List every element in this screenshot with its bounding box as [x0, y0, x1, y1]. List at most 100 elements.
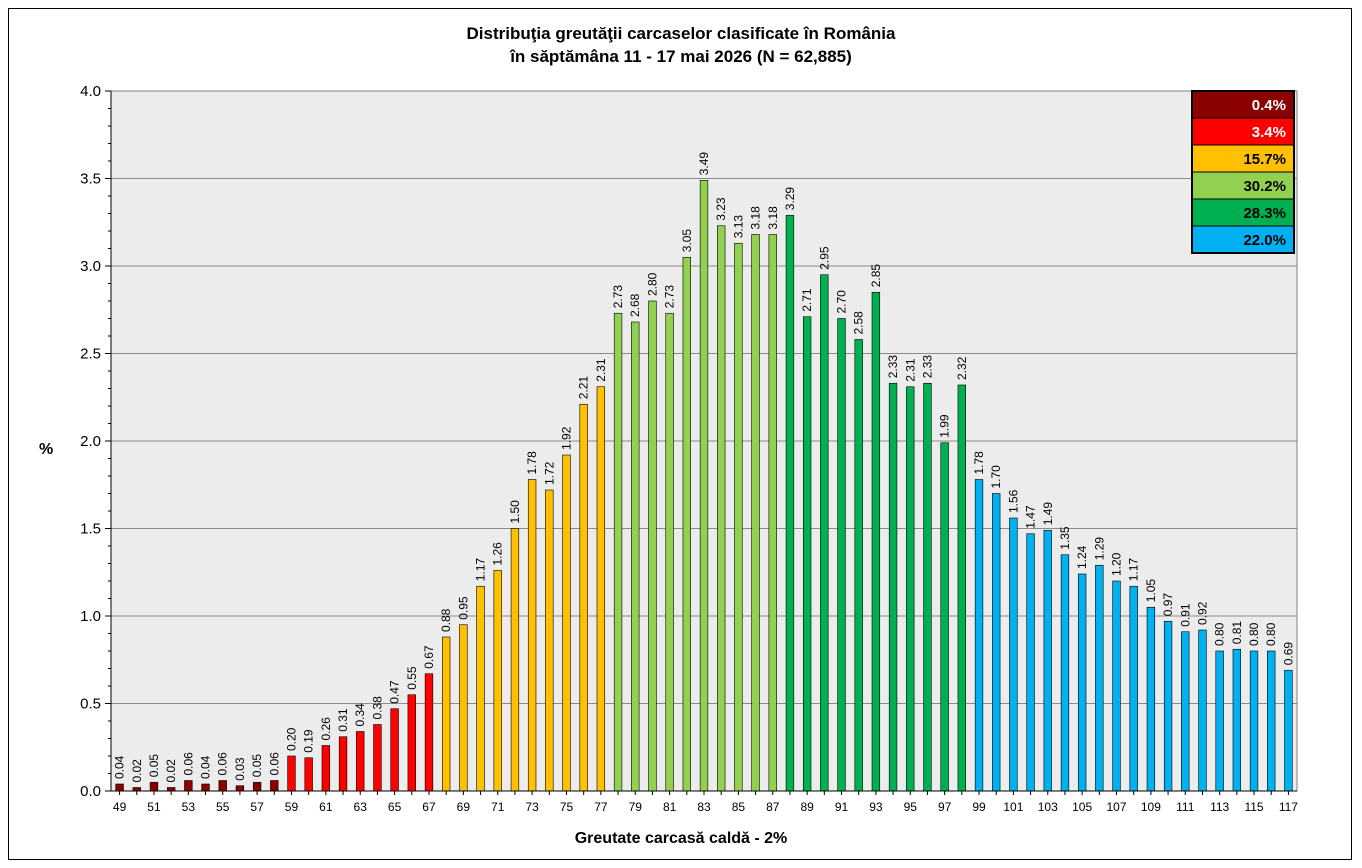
y-tick-label: 1.0 — [80, 608, 101, 625]
value-label: 2.31 — [903, 358, 917, 382]
value-label: 3.13 — [731, 215, 745, 239]
bar — [596, 386, 606, 792]
value-label: 2.73 — [611, 285, 625, 309]
value-label: 2.21 — [577, 376, 591, 400]
value-label: 3.18 — [766, 206, 780, 230]
legend-border — [1191, 90, 1295, 254]
bar — [510, 528, 520, 792]
x-tick-label: 51 — [147, 800, 161, 814]
x-tick-label: 57 — [250, 800, 264, 814]
x-tick-label: 87 — [766, 800, 780, 814]
bar — [1026, 533, 1035, 792]
bar — [235, 785, 245, 792]
x-tick-label: 55 — [216, 800, 230, 814]
bar — [579, 403, 588, 792]
value-label: 1.50 — [508, 500, 522, 524]
x-tick-label: 69 — [457, 800, 471, 814]
bar — [1215, 650, 1224, 792]
bar — [166, 787, 176, 792]
value-label: 0.03 — [233, 757, 247, 781]
bar — [201, 783, 210, 792]
x-tick-label: 117 — [1279, 800, 1298, 814]
bar — [888, 382, 898, 792]
legend-label: 15.7% — [1243, 151, 1286, 168]
bar — [940, 442, 949, 792]
value-label: 0.20 — [284, 727, 298, 751]
bar — [631, 321, 640, 792]
bar — [1112, 580, 1121, 792]
chart-title: Distribuţia greutăţii carcaselor clasifi… — [467, 24, 896, 43]
x-tick-label: 53 — [182, 800, 196, 814]
value-label: 0.04 — [199, 755, 213, 779]
value-label: 1.49 — [1041, 502, 1055, 526]
x-tick-label: 99 — [972, 800, 986, 814]
value-label: 1.99 — [938, 414, 952, 438]
bar — [785, 214, 795, 792]
bar — [871, 291, 881, 792]
bar — [149, 781, 159, 792]
x-tick-label: 107 — [1107, 800, 1127, 814]
value-label: 0.31 — [336, 708, 350, 732]
value-label: 2.95 — [817, 246, 831, 270]
value-label: 0.95 — [456, 596, 470, 620]
x-tick-label: 63 — [354, 800, 368, 814]
value-label: 2.31 — [594, 358, 608, 382]
bar — [287, 755, 296, 792]
value-label: 0.55 — [405, 666, 419, 690]
value-label: 3.49 — [697, 152, 711, 176]
y-tick-label: 0.5 — [80, 696, 101, 713]
bar — [1077, 573, 1087, 792]
value-label: 2.70 — [835, 290, 849, 314]
x-tick-label: 109 — [1141, 800, 1161, 814]
bar — [476, 585, 485, 792]
bar-chart: Distribuţia greutăţii carcaselor clasifi… — [39, 24, 1298, 847]
bar — [734, 242, 743, 792]
bar — [442, 636, 451, 792]
value-label: 0.81 — [1230, 621, 1244, 645]
bar — [270, 780, 279, 792]
value-label: 3.05 — [680, 229, 694, 253]
bar — [459, 624, 468, 792]
x-tick-label: 91 — [835, 800, 849, 814]
bar — [1146, 606, 1156, 792]
bar — [252, 781, 262, 792]
bar — [338, 736, 348, 792]
legend: 0.4% 3.4% 15.7% 30.2% 28.3% 22.0% — [1191, 90, 1295, 254]
value-label: 0.80 — [1264, 622, 1278, 646]
bar — [1060, 554, 1070, 792]
bar — [717, 225, 726, 792]
value-label: 0.06 — [216, 752, 230, 776]
x-tick-label: 59 — [285, 800, 299, 814]
value-label: 1.92 — [559, 426, 573, 450]
bar — [356, 731, 365, 792]
bar — [424, 673, 434, 792]
value-label: 2.85 — [869, 264, 883, 288]
value-label: 1.05 — [1144, 579, 1158, 603]
bar — [373, 724, 382, 792]
bar — [1232, 648, 1242, 792]
bar — [837, 318, 846, 792]
bar — [768, 234, 777, 792]
bar — [407, 694, 416, 792]
value-label: 1.26 — [491, 542, 505, 566]
value-label: 1.35 — [1058, 526, 1072, 550]
y-tick-label: 1.5 — [80, 521, 101, 538]
chart-subtitle: în săptămâna 11 - 17 mai 2026 (N = 62,88… — [509, 47, 852, 66]
value-label: 2.33 — [886, 355, 900, 379]
y-axis-title: % — [39, 441, 53, 458]
bar — [184, 780, 193, 792]
value-label: 1.20 — [1110, 552, 1124, 576]
x-tick-label: 71 — [491, 800, 505, 814]
x-axis-ticks: 49 51 53 55 57 59 61 63 65 67 69 71 73 75 77 79 81 83 85 87… — [113, 791, 1298, 814]
value-label: 0.34 — [353, 703, 367, 727]
legend-label: 28.3% — [1243, 205, 1286, 222]
value-label: 2.68 — [628, 293, 642, 317]
legend-label: 3.4% — [1252, 124, 1286, 141]
bar — [751, 234, 760, 792]
value-label: 2.73 — [663, 285, 677, 309]
value-label: 2.80 — [645, 272, 659, 296]
value-label: 0.88 — [439, 608, 453, 632]
y-tick-label: 3.5 — [80, 171, 101, 188]
value-label: 1.29 — [1092, 537, 1106, 561]
value-label: 2.33 — [920, 355, 934, 379]
